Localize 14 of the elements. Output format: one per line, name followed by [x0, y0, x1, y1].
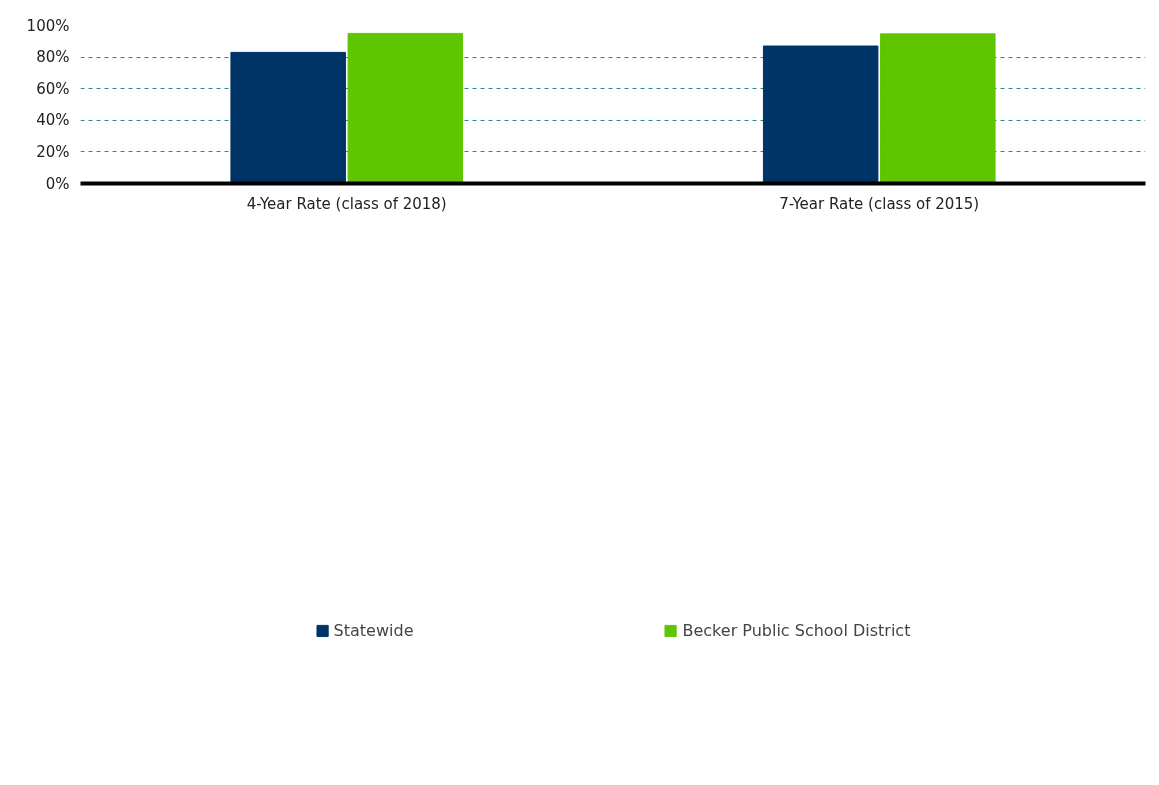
bar: [230, 51, 346, 184]
x-tick-label: 4-Year Rate (class of 2018): [246, 194, 447, 213]
y-tick-label: 0%: [45, 174, 70, 193]
y-tick-label: 40%: [36, 111, 70, 130]
y-tick-label: 80%: [36, 48, 70, 67]
y-tick-label: 20%: [36, 142, 70, 161]
y-tick-label: 60%: [36, 79, 70, 98]
bar: [762, 45, 879, 184]
legend-label: Statewide: [333, 620, 414, 640]
legend-label: Becker Public School District: [682, 620, 911, 640]
x-tick-label: 7-Year Rate (class of 2015): [779, 194, 980, 213]
bar: [347, 32, 464, 184]
y-tick-label: 100%: [26, 16, 70, 35]
bar: [880, 33, 996, 184]
